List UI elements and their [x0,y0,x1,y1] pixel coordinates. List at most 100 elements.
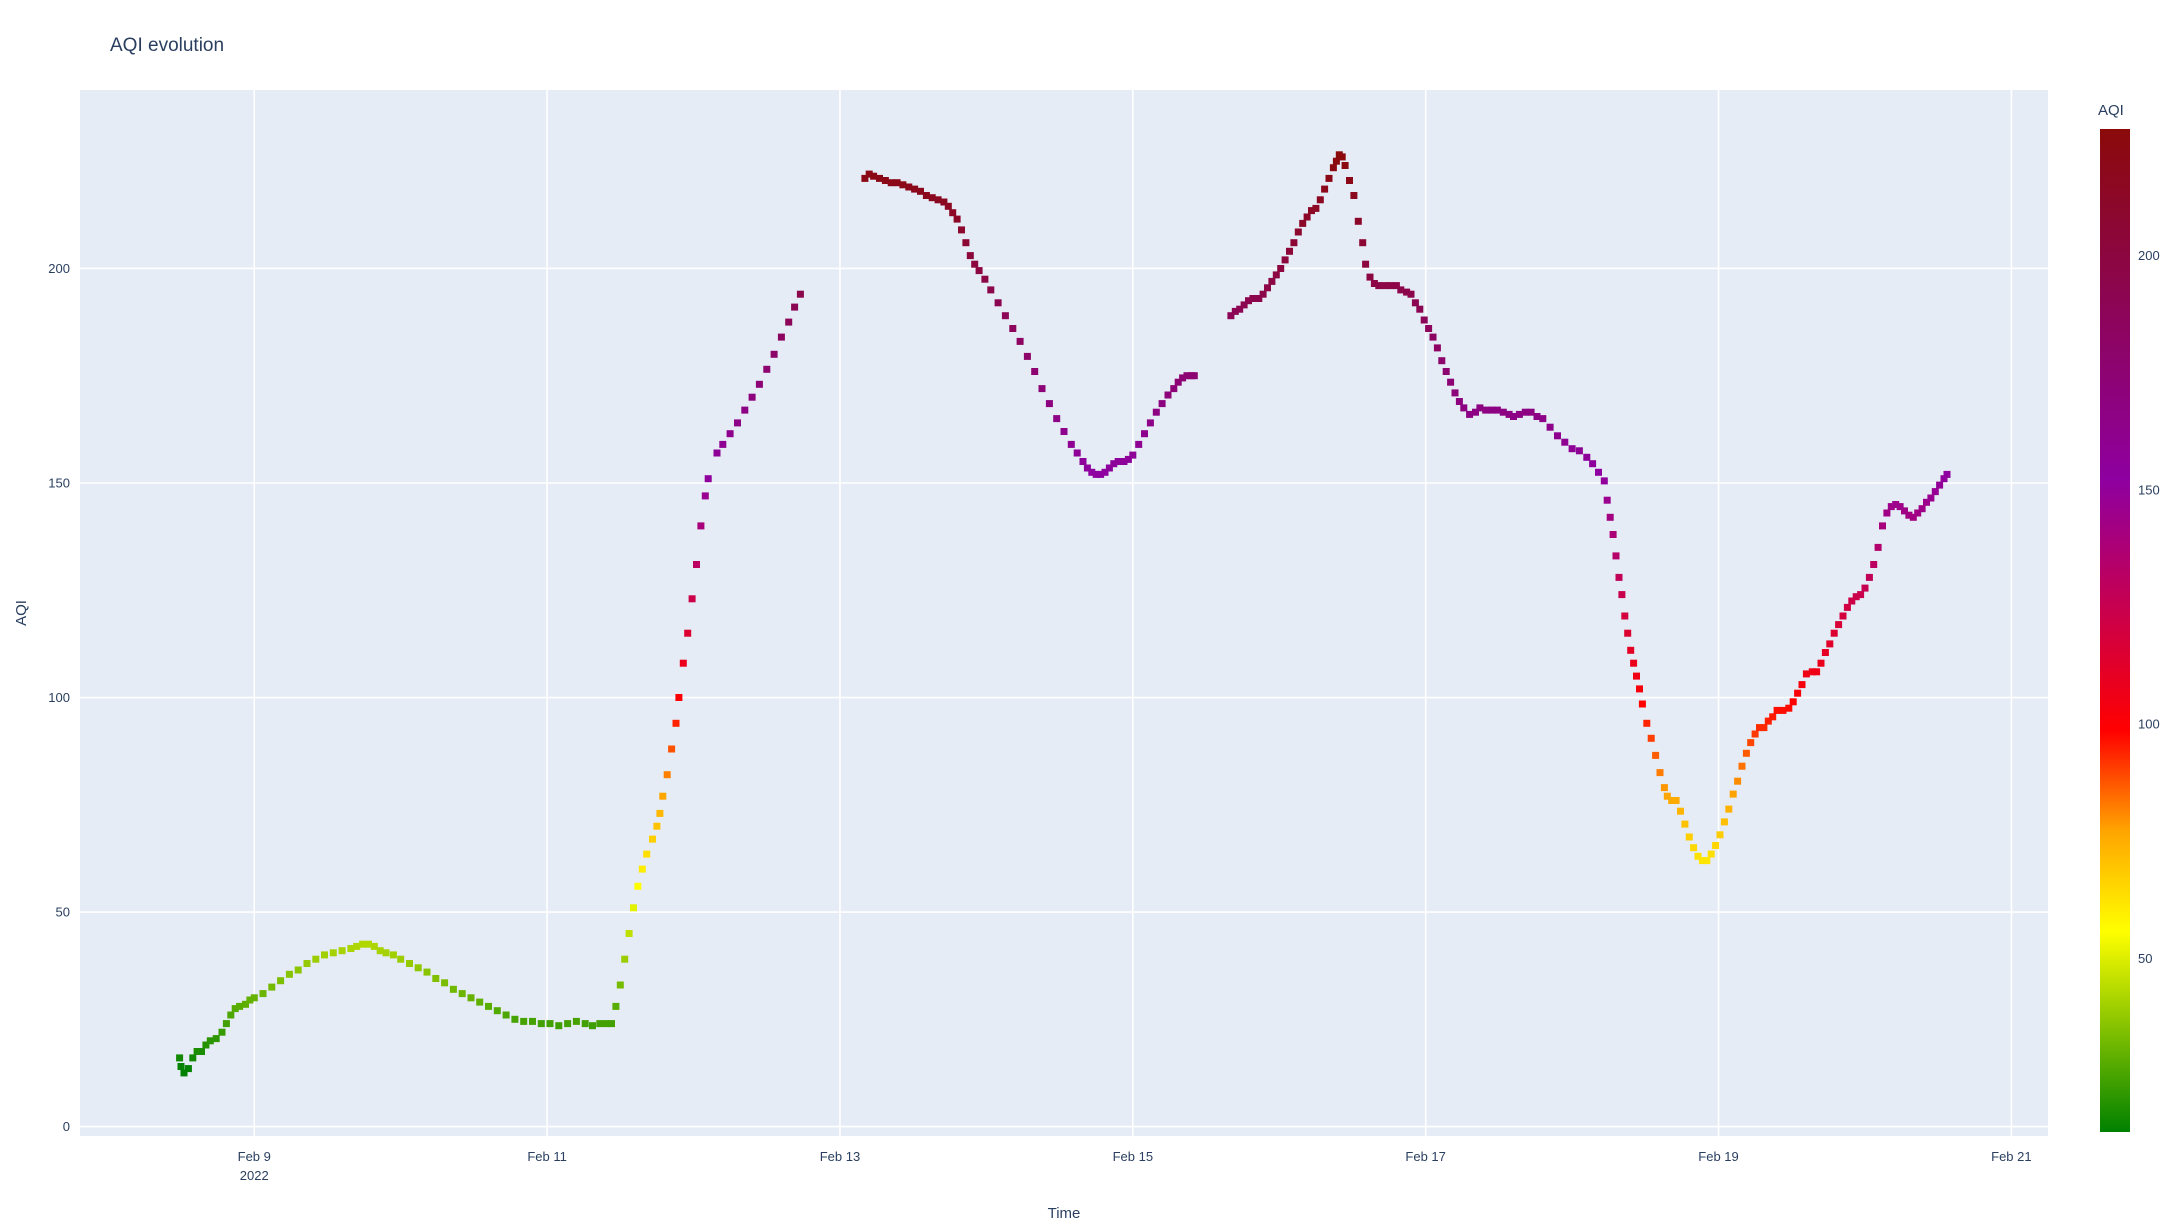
data-point [1164,391,1172,399]
data-point [1668,797,1676,804]
data-point [1312,204,1320,212]
data-point [353,942,361,950]
data-point [1887,503,1895,511]
data-point [1447,378,1455,386]
data-point [668,745,676,753]
data-point [222,1020,230,1028]
data-point [1817,659,1825,667]
aqi-series-markers[interactable] [176,151,1951,1077]
data-point [1927,494,1935,502]
data-point [659,792,667,800]
data-point [180,1069,188,1077]
colorbar-tick-labels: 50 100 150 200 [2138,248,2160,966]
data-point [268,983,276,991]
data-point [382,949,390,957]
data-point [656,809,664,817]
data-point [1936,481,1944,489]
data-point [865,170,873,178]
data-point [893,179,901,187]
data-point [1779,706,1787,714]
data-point [704,475,712,483]
data-point [1738,762,1746,770]
data-point [1546,423,1554,431]
data-point [1158,400,1166,408]
data-point [1338,153,1346,161]
data-point [1110,460,1118,468]
data-point [634,882,642,890]
data-point [1892,501,1900,508]
data-point [1105,464,1113,472]
data-point [1325,174,1333,182]
data-point [1016,337,1024,345]
data-point [1901,507,1908,515]
data-point [177,1063,185,1070]
colorbar-gradient [2100,129,2130,1132]
data-point [1135,440,1143,448]
data-point [1751,730,1759,738]
plot-area[interactable] [80,90,2048,1136]
data-point [529,1017,536,1025]
data-point [1725,805,1733,813]
data-point [1830,629,1838,637]
data-point [1236,305,1244,313]
x-tick-label: Feb 15 [1113,1149,1153,1164]
data-point [602,1020,610,1028]
data-point [1606,513,1614,521]
data-point [770,350,778,358]
data-point [1647,734,1655,742]
data-point [763,365,771,373]
data-point [389,951,397,959]
data-point [1685,833,1693,841]
data-point [1387,282,1394,290]
x-tick-sublabel: 2022 [240,1168,269,1183]
data-point [1045,400,1053,408]
y-tick-label: 100 [48,690,70,705]
data-point [189,1054,197,1062]
data-point [176,1054,184,1062]
data-point [370,942,378,950]
data-point [649,835,656,843]
data-point [1114,458,1122,465]
data-point [1843,603,1851,611]
data-point [231,1005,239,1013]
data-point [741,406,749,414]
data-point [1521,408,1529,416]
data-point [1764,717,1772,725]
data-point [1316,196,1324,204]
data-point [1923,498,1930,506]
data-point [734,419,741,427]
data-point [1690,844,1698,852]
data-point [1346,177,1353,184]
data-point [1152,408,1160,416]
data-point [218,1028,226,1036]
data-point [1088,468,1096,476]
data-point [1627,646,1635,654]
data-point [312,955,320,963]
data-point [520,1017,528,1025]
data-point [719,440,727,448]
data-point [1290,239,1298,247]
data-point [1729,790,1737,798]
data-point [347,945,355,952]
data-point [1227,312,1235,320]
data-point [1852,593,1860,601]
data-point [589,1022,596,1030]
data-point [1865,573,1873,581]
data-point [1663,792,1671,800]
data-point [227,1011,235,1019]
data-point [1905,511,1913,519]
data-point [277,977,285,985]
data-point [1802,670,1810,678]
data-point [1179,374,1187,382]
y-tick-label: 50 [56,905,70,920]
data-point [1286,247,1293,255]
data-point [1381,282,1389,290]
data-point [625,930,633,937]
data-point [537,1020,545,1028]
data-point [748,393,756,401]
data-point [726,430,734,438]
data-point [572,1017,580,1025]
data-point [1420,316,1428,324]
gridlines [80,90,2048,1136]
